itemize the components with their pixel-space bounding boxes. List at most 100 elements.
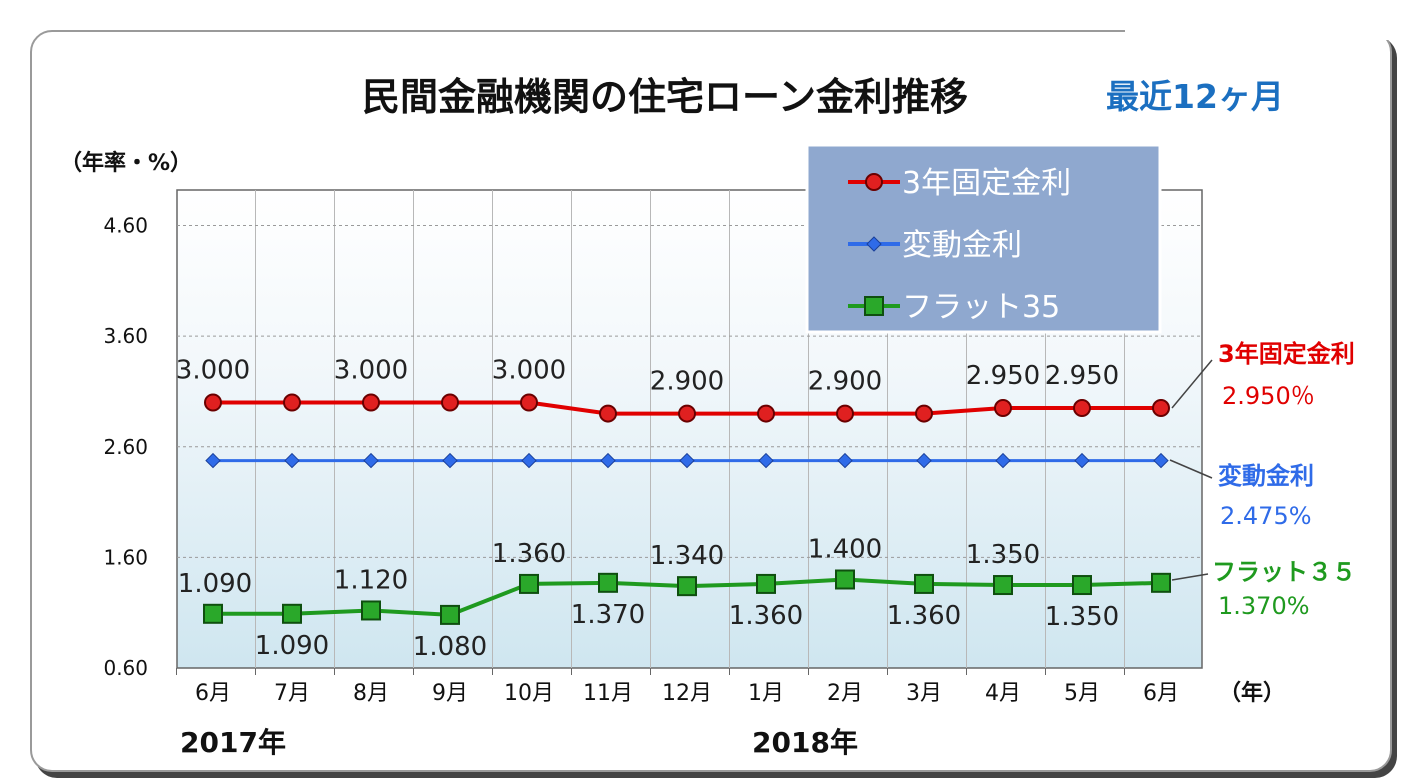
year-label-2017: 2017年 xyxy=(180,726,286,759)
end-label-variable-name: 変動金利 xyxy=(1218,462,1314,490)
data-point-variable xyxy=(521,452,537,469)
x-tick-label: 6月 xyxy=(195,681,231,706)
x-tick-label: 2月 xyxy=(827,681,863,706)
year-label-2018: 2018年 xyxy=(752,726,858,759)
x-tick-label: 4月 xyxy=(985,681,1021,706)
legend-marker-diamond xyxy=(866,236,882,252)
data-point-fixed3 xyxy=(1152,399,1170,418)
data-point-flat35 xyxy=(1072,575,1092,596)
data-point-fixed3 xyxy=(520,393,538,412)
data-labels: 3.000 3.000 3.000 2.900 2.900 2.950 2.950 1.090… xyxy=(176,356,1119,662)
data-point-variable xyxy=(284,452,300,469)
data-label: 3.000 xyxy=(492,356,566,386)
chart-title: 民間金融機関の住宅ローン金利推移 xyxy=(362,75,968,119)
data-point-variable xyxy=(205,452,221,469)
data-label: 1.360 xyxy=(492,539,566,569)
top-white-strip xyxy=(1125,0,1417,40)
data-point-variable xyxy=(1153,452,1169,469)
data-point-fixed3 xyxy=(599,404,617,423)
data-point-variable xyxy=(758,452,774,469)
data-point-fixed3 xyxy=(757,404,775,423)
data-point-variable xyxy=(1074,452,1090,469)
data-point-variable xyxy=(679,452,695,469)
data-label: 1.370 xyxy=(571,600,645,630)
data-point-flat35 xyxy=(756,573,776,594)
x-tick-label: 8月 xyxy=(353,681,389,706)
data-label: 3.000 xyxy=(334,356,408,386)
y-tick-label: 0.60 xyxy=(103,656,148,680)
data-point-flat35 xyxy=(598,572,618,593)
legend-label: フラット35 xyxy=(902,290,1060,325)
series-group xyxy=(203,393,1171,625)
y-axis-ticks: 0.60 1.60 2.60 3.60 4.60 xyxy=(103,214,148,681)
data-label: 1.360 xyxy=(729,601,803,631)
data-label: 3.000 xyxy=(176,356,250,386)
end-label-fixed3-value: 2.950％ xyxy=(1222,382,1315,410)
data-point-fixed3 xyxy=(836,404,854,423)
y-tick-label: 1.60 xyxy=(103,545,148,569)
data-point-fixed3 xyxy=(362,393,380,412)
data-point-variable xyxy=(995,452,1011,469)
data-label: 1.120 xyxy=(334,565,408,595)
data-point-flat35 xyxy=(361,600,381,621)
y-tick-label: 2.60 xyxy=(103,435,148,459)
data-point-flat35 xyxy=(993,575,1013,596)
x-tick-label: 3月 xyxy=(906,681,942,706)
data-point-variable xyxy=(363,452,379,469)
x-tick-label: 9月 xyxy=(432,681,468,706)
end-label-leader-fixed3 xyxy=(1171,359,1213,409)
data-label: 1.080 xyxy=(413,632,487,662)
data-point-fixed3 xyxy=(678,404,696,423)
data-point-fixed3 xyxy=(204,393,222,412)
end-label-leader-flat35 xyxy=(1171,573,1209,581)
data-label: 1.350 xyxy=(1045,602,1119,632)
y-tick-label: 4.60 xyxy=(103,214,148,238)
end-label-variable-value: 2.475% xyxy=(1220,502,1312,530)
data-label: 2.900 xyxy=(650,367,724,397)
data-point-flat35 xyxy=(282,603,302,624)
legend-marker-circle xyxy=(865,173,883,191)
end-label-flat35-name: フラット３５ xyxy=(1212,558,1356,586)
data-label: 2.900 xyxy=(808,367,882,397)
end-label-fixed3-name: 3年固定金利 xyxy=(1218,340,1355,368)
data-point-variable xyxy=(916,452,932,469)
data-label: 1.090 xyxy=(255,631,329,661)
data-point-fixed3 xyxy=(915,404,933,423)
data-point-flat35 xyxy=(1151,572,1171,593)
x-tick-label: 11月 xyxy=(583,681,633,706)
data-point-fixed3 xyxy=(283,393,301,412)
x-tick-label: 6月 xyxy=(1143,681,1179,706)
data-point-variable xyxy=(600,452,616,469)
end-label-leader-variable xyxy=(1169,459,1213,479)
x-tick-label: 5月 xyxy=(1064,681,1100,706)
legend-label: 変動金利 xyxy=(902,228,1022,263)
data-label: 1.360 xyxy=(887,601,961,631)
legend-marker-square xyxy=(864,296,884,316)
x-tick-label: 1月 xyxy=(748,681,784,706)
data-point-fixed3 xyxy=(994,399,1012,418)
data-point-flat35 xyxy=(914,573,934,594)
end-labels: 3年固定金利 2.950％ 変動金利 2.475% フラット３５ 1.370% xyxy=(1169,340,1356,620)
chart-subtitle: 最近12ヶ月 xyxy=(1106,77,1284,116)
data-label: 1.400 xyxy=(808,535,882,565)
data-label: 1.090 xyxy=(178,569,252,599)
data-point-flat35 xyxy=(203,603,223,624)
legend-label: 3年固定金利 xyxy=(902,166,1071,201)
data-point-flat35 xyxy=(440,604,460,625)
end-label-flat35-value: 1.370% xyxy=(1218,592,1310,620)
data-label: 2.950 xyxy=(966,361,1040,391)
data-point-flat35 xyxy=(519,573,539,594)
x-tick-label: 10月 xyxy=(504,681,554,706)
data-point-flat35 xyxy=(677,576,697,597)
data-label: 1.340 xyxy=(650,541,724,571)
data-point-fixed3 xyxy=(441,393,459,412)
data-point-fixed3 xyxy=(1073,399,1091,418)
data-point-flat35 xyxy=(835,569,855,590)
x-axis-ticks: 6月 7月 8月 9月 10月 11月 12月 1月 2月 3月 4月 5月 6月 xyxy=(176,668,1179,706)
y-unit-label: （年率・%） xyxy=(60,150,192,176)
x-unit-label: （年） xyxy=(1219,680,1285,706)
data-label: 2.950 xyxy=(1045,361,1119,391)
data-label: 1.350 xyxy=(966,540,1040,570)
